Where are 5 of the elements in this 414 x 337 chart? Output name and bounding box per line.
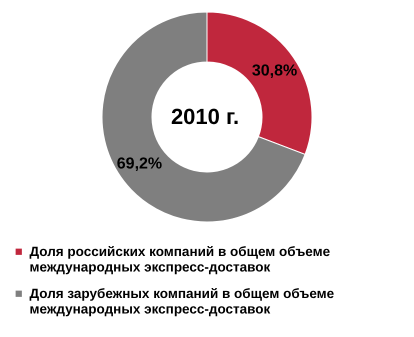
legend-label: Доля зарубежных компаний в общем объеме международных экспресс-доставок [30,286,335,316]
data-label: 69,2% [116,156,162,173]
text: 2010 г. [170,104,240,129]
legend-label: Доля российских компаний в общем объеме международных экспресс-доставок [30,244,331,274]
data-label: 30,8% [252,62,298,80]
